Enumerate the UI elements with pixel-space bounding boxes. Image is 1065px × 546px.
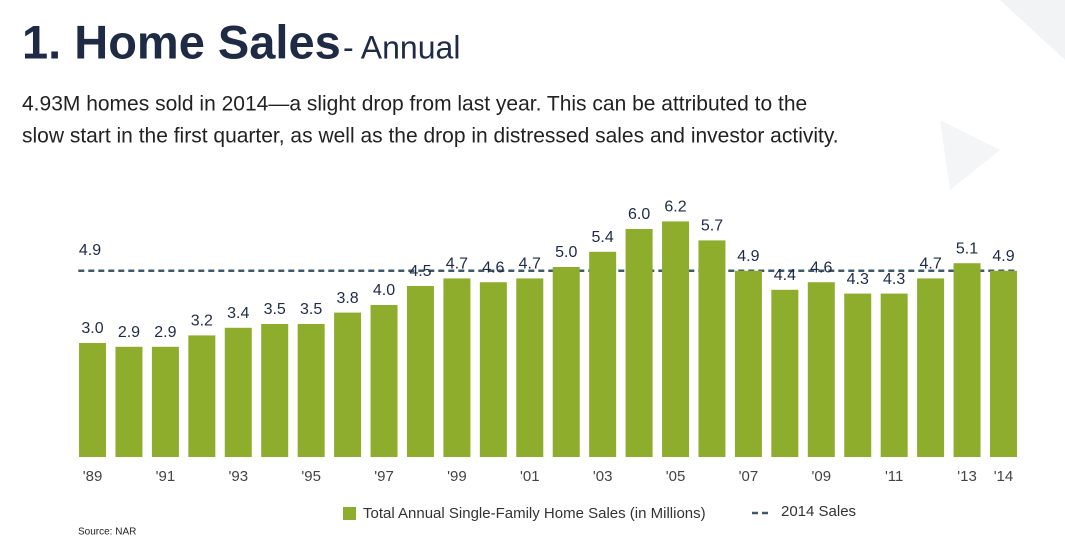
value-label: 5.1 xyxy=(956,240,978,257)
bar xyxy=(662,221,690,457)
bar xyxy=(953,263,981,457)
value-label: 3.0 xyxy=(81,320,103,337)
value-label: 4.9 xyxy=(737,248,759,265)
x-tick-label: '07 xyxy=(739,468,759,485)
x-tick-label: '01 xyxy=(520,468,540,485)
background-decoration xyxy=(1000,0,1065,60)
x-tick-label: '14 xyxy=(994,468,1014,485)
value-label: 4.6 xyxy=(482,259,504,276)
bar xyxy=(880,293,908,457)
reference-label: 4.9 xyxy=(79,242,101,259)
x-tick-label: '89 xyxy=(83,468,103,485)
bar xyxy=(188,335,216,457)
bar xyxy=(589,251,617,457)
bar xyxy=(844,293,872,457)
bar xyxy=(479,282,507,457)
bar xyxy=(516,278,544,457)
legend-swatch xyxy=(343,507,356,520)
description: 4.93M homes sold in 2014—a slight drop f… xyxy=(22,93,807,116)
x-tick-label: '95 xyxy=(301,468,321,485)
bar xyxy=(261,324,289,457)
value-label: 4.3 xyxy=(883,271,905,288)
legend-label: 2014 Sales xyxy=(781,503,856,520)
legend-label: Total Annual Single-Family Home Sales (i… xyxy=(363,505,706,522)
bar xyxy=(334,312,362,457)
x-tick-label: '05 xyxy=(666,468,686,485)
x-tick-label: '03 xyxy=(593,468,613,485)
value-label: 4.7 xyxy=(919,256,941,273)
x-tick-label: '97 xyxy=(374,468,394,485)
bar xyxy=(406,286,434,457)
bar xyxy=(115,346,143,457)
source: Source: NAR xyxy=(78,527,136,538)
value-label: 3.2 xyxy=(191,313,213,330)
chart-subtitle: - Annual xyxy=(343,29,460,65)
value-label: 5.0 xyxy=(555,244,577,261)
value-label: 3.5 xyxy=(264,301,286,318)
bar xyxy=(807,282,835,457)
value-label: 4.7 xyxy=(446,256,468,273)
value-label: 4.6 xyxy=(810,259,832,276)
value-label: 2.9 xyxy=(154,324,176,341)
bar xyxy=(151,346,179,457)
value-label: 3.8 xyxy=(336,290,358,307)
x-tick-label: '91 xyxy=(156,468,176,485)
value-label: 4.0 xyxy=(373,282,395,299)
value-label: 4.3 xyxy=(847,271,869,288)
x-tick-label: '09 xyxy=(812,468,832,485)
value-label: 4.4 xyxy=(774,267,796,284)
value-label: 5.4 xyxy=(592,229,614,246)
x-tick-label: '99 xyxy=(447,468,467,485)
bar xyxy=(552,267,580,457)
value-label: 4.7 xyxy=(519,256,541,273)
bar xyxy=(698,240,726,457)
bar xyxy=(771,289,799,457)
bar xyxy=(443,278,471,457)
value-label: 6.2 xyxy=(664,199,686,216)
value-label: 4.9 xyxy=(992,248,1014,265)
value-label: 4.5 xyxy=(409,263,431,280)
chart-title: 1. Home Sales xyxy=(22,15,341,68)
background-decoration xyxy=(940,120,1000,190)
bar xyxy=(989,270,1017,457)
x-tick-label: '13 xyxy=(957,468,977,485)
bar xyxy=(297,324,325,457)
value-label: 5.7 xyxy=(701,218,723,235)
value-label: 2.9 xyxy=(118,324,140,341)
x-tick-label: '11 xyxy=(885,468,903,485)
bar xyxy=(625,229,653,457)
value-label: 6.0 xyxy=(628,206,650,223)
value-label: 3.4 xyxy=(227,305,249,322)
bar xyxy=(734,270,762,457)
value-label: 3.5 xyxy=(300,301,322,318)
x-tick-label: '93 xyxy=(228,468,248,485)
description: slow start in the first quarter, as well… xyxy=(22,125,839,148)
bar xyxy=(224,327,252,457)
bar xyxy=(370,305,398,457)
bar xyxy=(917,278,945,457)
bar xyxy=(79,343,107,457)
